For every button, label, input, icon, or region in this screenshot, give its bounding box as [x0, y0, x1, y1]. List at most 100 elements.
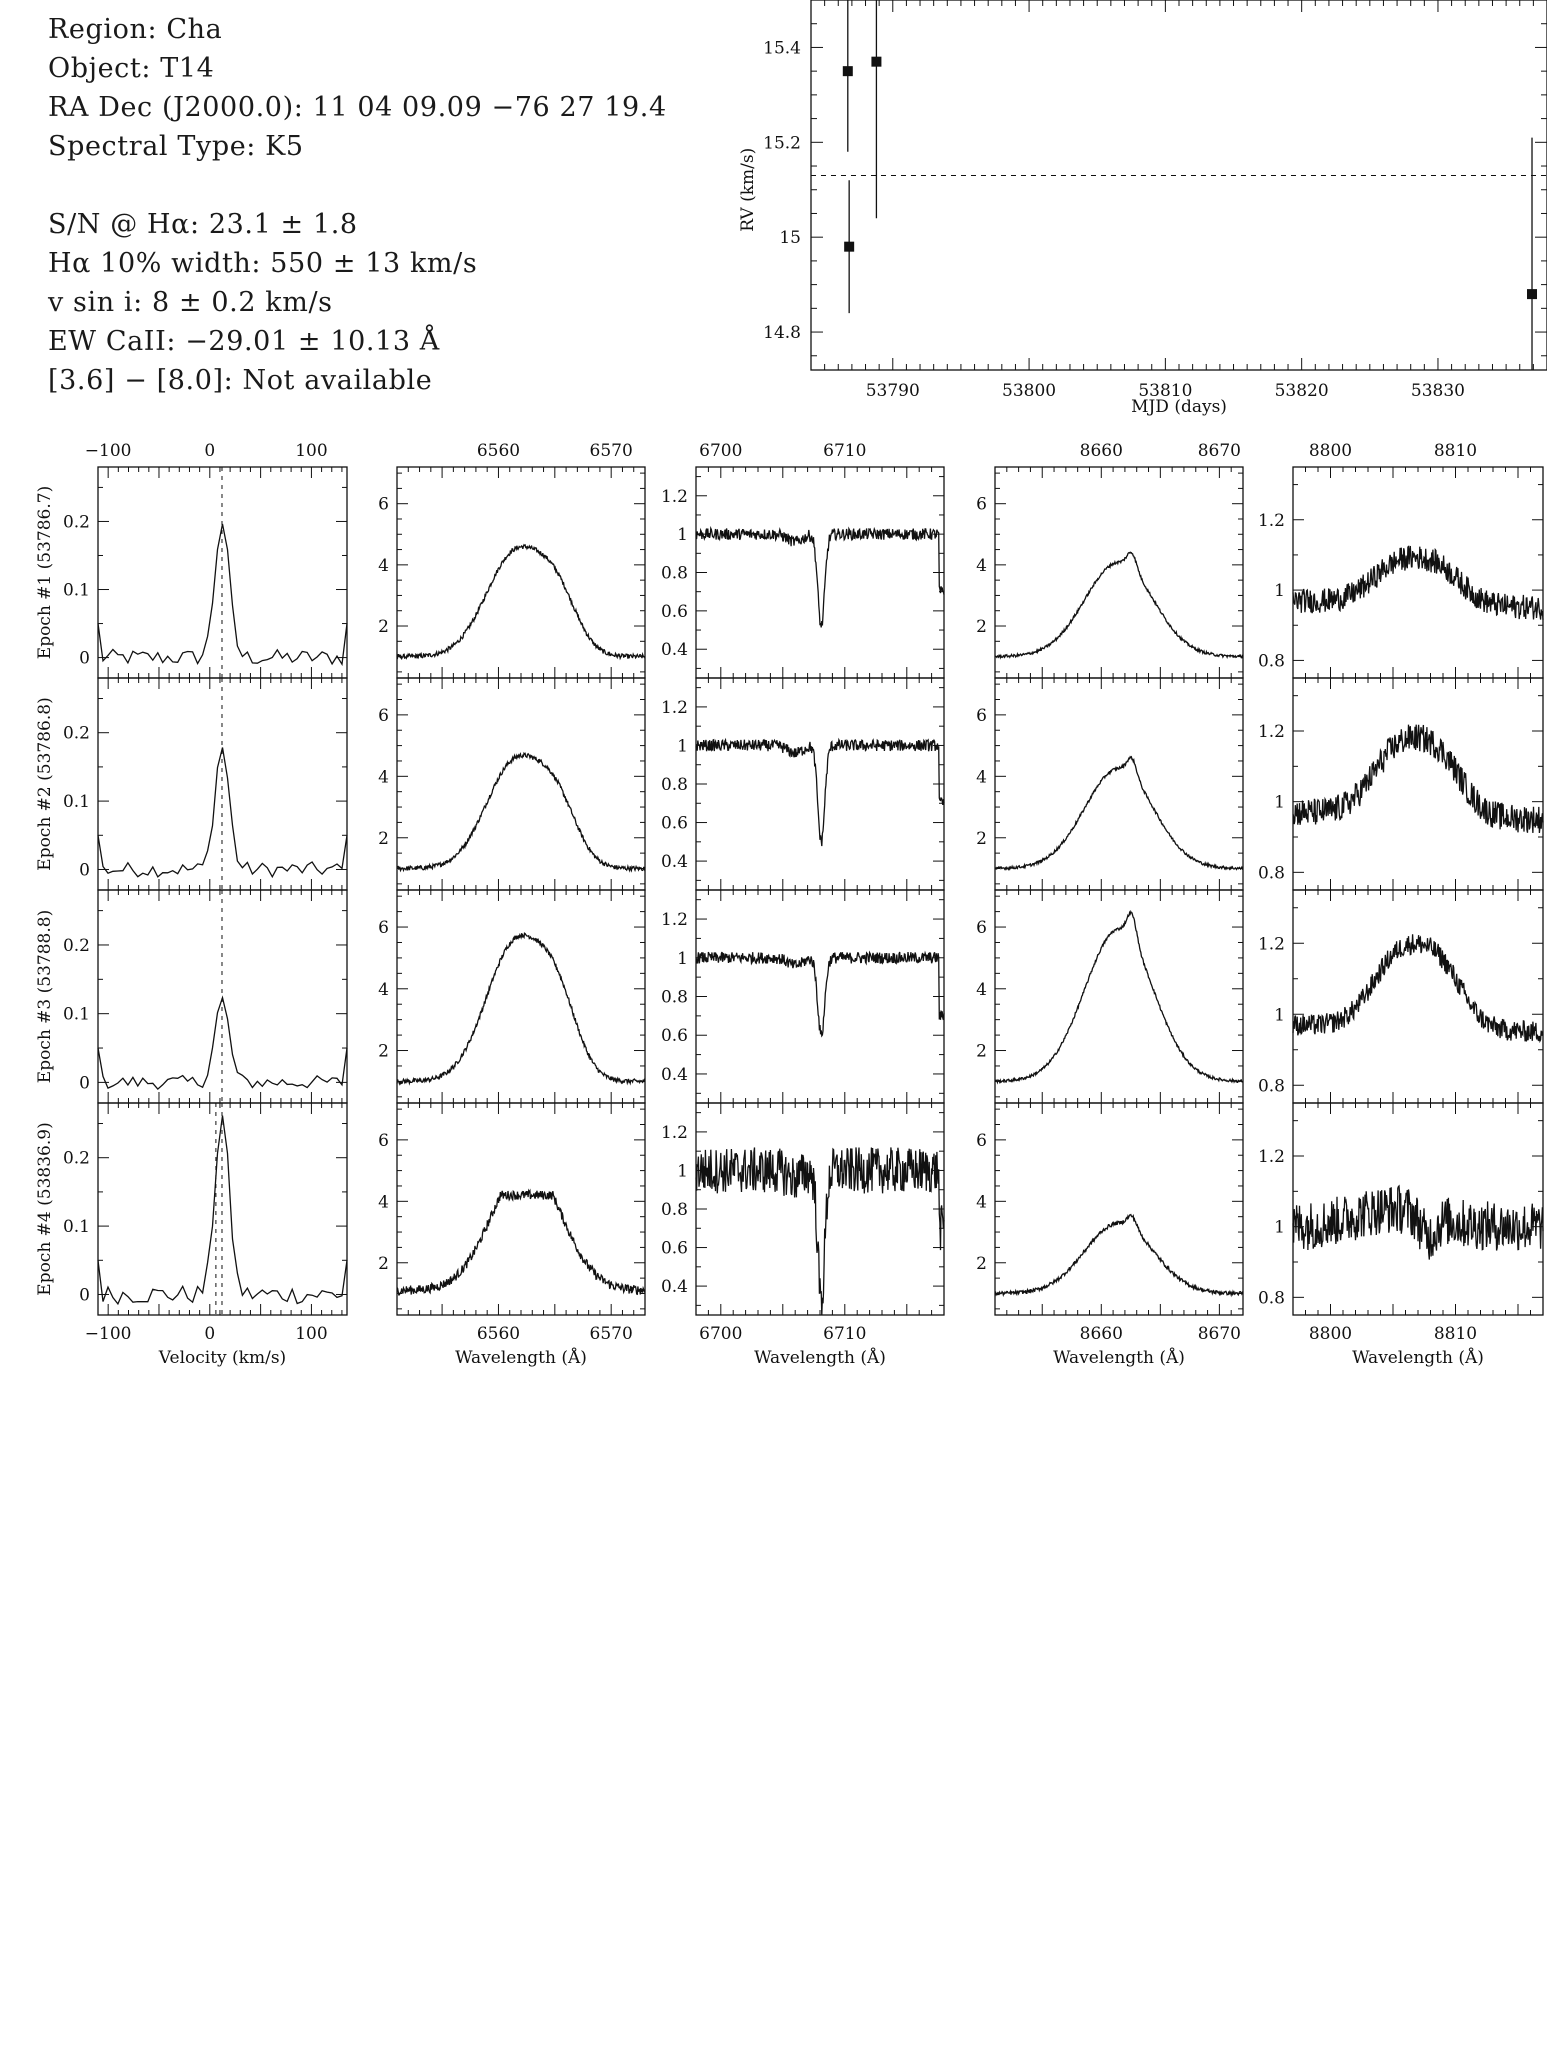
spectrum-trace — [695, 1147, 945, 1316]
panel-y-tick-label: 0.1 — [63, 1005, 90, 1025]
panel-y-tick-label: 0 — [79, 649, 90, 669]
panel-y-tick-label: 6 — [976, 918, 987, 938]
epoch-row-label: Epoch #4 (53836.9) — [35, 1122, 55, 1295]
spectrum-trace — [97, 995, 348, 1091]
spectrum-trace — [994, 1213, 1244, 1298]
panel-y-tick-label: 1.2 — [661, 1123, 688, 1143]
panel-bottom-tick-label: 6710 — [823, 1324, 866, 1344]
spectrum-trace — [396, 751, 646, 873]
panel-frame — [994, 466, 1244, 679]
spectrum-trace — [396, 932, 646, 1086]
panel-y-tick-label: 2 — [976, 829, 987, 849]
epoch-row-label: Epoch #1 (53786.7) — [35, 486, 55, 659]
panel-y-tick-label: 0.2 — [63, 512, 90, 532]
spectrum-trace — [1292, 545, 1544, 620]
panel-y-tick-label: 2 — [976, 1042, 987, 1062]
irac-color-label: [3.6] − [8.0]: Not available — [48, 365, 433, 396]
spectra-grid: 0 0.1 0.2 Epoch #1 (53786.7) 0 0.1 0.2 Epoch #2… — [35, 441, 1544, 1368]
panel-frame — [97, 677, 348, 891]
spectrum-trace — [396, 543, 646, 661]
rv-x-tick-label: 53790 — [866, 381, 920, 401]
panel-y-tick-label: 0.2 — [63, 1149, 90, 1169]
panel-y-tick-label: 6 — [378, 918, 389, 938]
panel-y-tick-label: 4 — [378, 980, 389, 1000]
panel-y-tick-label: 0.2 — [63, 724, 90, 744]
sn-label: S/N @ Hα: 23.1 ± 1.8 — [48, 209, 358, 240]
panel-y-tick-label: 6 — [976, 495, 987, 515]
panel-bottom-tick-label: 8660 — [1080, 1324, 1123, 1344]
panel-y-tick-label: 1 — [1274, 1218, 1285, 1238]
radec-label: RA Dec (J2000.0): 11 04 09.09 −76 27 19.… — [48, 92, 667, 123]
spectrum-trace — [97, 747, 348, 879]
panel-y-tick-label: 1 — [1274, 1005, 1285, 1025]
panel-bottom-tick-label: −100 — [85, 1324, 132, 1344]
panel-bottom-tick-label: 8810 — [1434, 1324, 1477, 1344]
panel-y-tick-label: 0.8 — [1258, 651, 1285, 671]
panel-y-tick-label: 4 — [378, 1192, 389, 1212]
panel-y-tick-label: 2 — [378, 617, 389, 637]
panel-top-tick-label: 100 — [295, 441, 327, 461]
panel-y-tick-label: 6 — [976, 1131, 987, 1151]
panel-y-tick-label: 4 — [976, 980, 987, 1000]
panel-y-tick-label: 0.8 — [661, 1200, 688, 1220]
panel-frame — [695, 466, 945, 679]
panel-top-tick-label: 6710 — [823, 441, 866, 461]
rv-chart: 53790 53800 53810 53820 53830 14.8 15 15.2 15.4 M… — [738, 0, 1547, 417]
panel-frame — [994, 1102, 1244, 1316]
panel-y-tick-label: 4 — [378, 556, 389, 576]
panel-y-tick-label: 0.1 — [63, 581, 90, 601]
panel-bottom-tick-label: 6700 — [699, 1324, 742, 1344]
panel-y-tick-label: 0.8 — [661, 988, 688, 1008]
panel-y-tick-label: 1.2 — [661, 698, 688, 718]
spectrum-trace — [695, 737, 945, 847]
panel-y-tick-label: 4 — [976, 556, 987, 576]
panel-y-tick-label: 1 — [677, 949, 688, 969]
spectral-type-label: Spectral Type: K5 — [48, 131, 304, 162]
panel-y-tick-label: 1.2 — [1258, 511, 1285, 531]
panel-y-tick-label: 1 — [1274, 793, 1285, 813]
halpha-width-label: Hα 10% width: 550 ± 13 km/s — [48, 248, 478, 279]
panel-bottom-tick-label: 8670 — [1198, 1324, 1241, 1344]
rv-x-tick-label: 53800 — [1002, 381, 1056, 401]
panel-bottom-tick-label: 8800 — [1309, 1324, 1352, 1344]
panel-x-axis-label: Wavelength (Å) — [1053, 1347, 1185, 1368]
panel-top-tick-label: 6560 — [477, 441, 520, 461]
panel-y-tick-label: 2 — [378, 1254, 389, 1274]
panel-frame — [1292, 677, 1544, 891]
panel-frame — [695, 889, 945, 1104]
spectrum-trace — [695, 525, 945, 628]
panel-y-tick-label: 0.1 — [63, 792, 90, 812]
panel-top-tick-label: 6570 — [590, 441, 633, 461]
panel-y-tick-label: 0.4 — [661, 1065, 688, 1085]
panel-frame — [396, 466, 646, 679]
panel-top-tick-label: −100 — [85, 441, 132, 461]
region-label: Region: Cha — [48, 14, 223, 45]
panel-y-tick-label: 4 — [976, 767, 987, 787]
panel-x-axis-label: Wavelength (Å) — [1352, 1347, 1484, 1368]
panel-y-tick-label: 0.4 — [661, 852, 688, 872]
spectrum-trace — [396, 1188, 646, 1296]
panel-frame — [695, 677, 945, 891]
info-block: Region: Cha Object: T14 RA Dec (J2000.0)… — [48, 10, 667, 400]
spectrum-trace — [695, 950, 945, 1038]
spectrum-trace — [1292, 934, 1544, 1044]
panel-y-tick-label: 1.2 — [1258, 1147, 1285, 1167]
panel-y-tick-label: 1 — [677, 525, 688, 545]
panel-frame — [1292, 889, 1544, 1104]
spectrum-trace — [994, 755, 1244, 871]
panel-y-tick-label: 4 — [976, 1192, 987, 1212]
panel-y-tick-label: 0.6 — [661, 602, 688, 622]
panel-y-tick-label: 0.6 — [661, 1239, 688, 1259]
panel-y-tick-label: 1 — [1274, 581, 1285, 601]
panel-y-tick-label: 2 — [976, 1254, 987, 1274]
panel-x-axis-label: Wavelength (Å) — [754, 1347, 886, 1368]
panel-frame — [994, 889, 1244, 1104]
panel-top-tick-label: 6700 — [699, 441, 742, 461]
spectrum-trace — [994, 909, 1244, 1085]
epoch-row-label: Epoch #3 (53788.8) — [35, 910, 55, 1083]
panel-y-tick-label: 0.6 — [661, 1026, 688, 1046]
rv-data-point — [1527, 289, 1538, 300]
panel-y-tick-label: 0.1 — [63, 1217, 90, 1237]
panel-y-tick-label: 0.2 — [63, 936, 90, 956]
vsini-label: v sin i: 8 ± 0.2 km/s — [48, 287, 333, 318]
